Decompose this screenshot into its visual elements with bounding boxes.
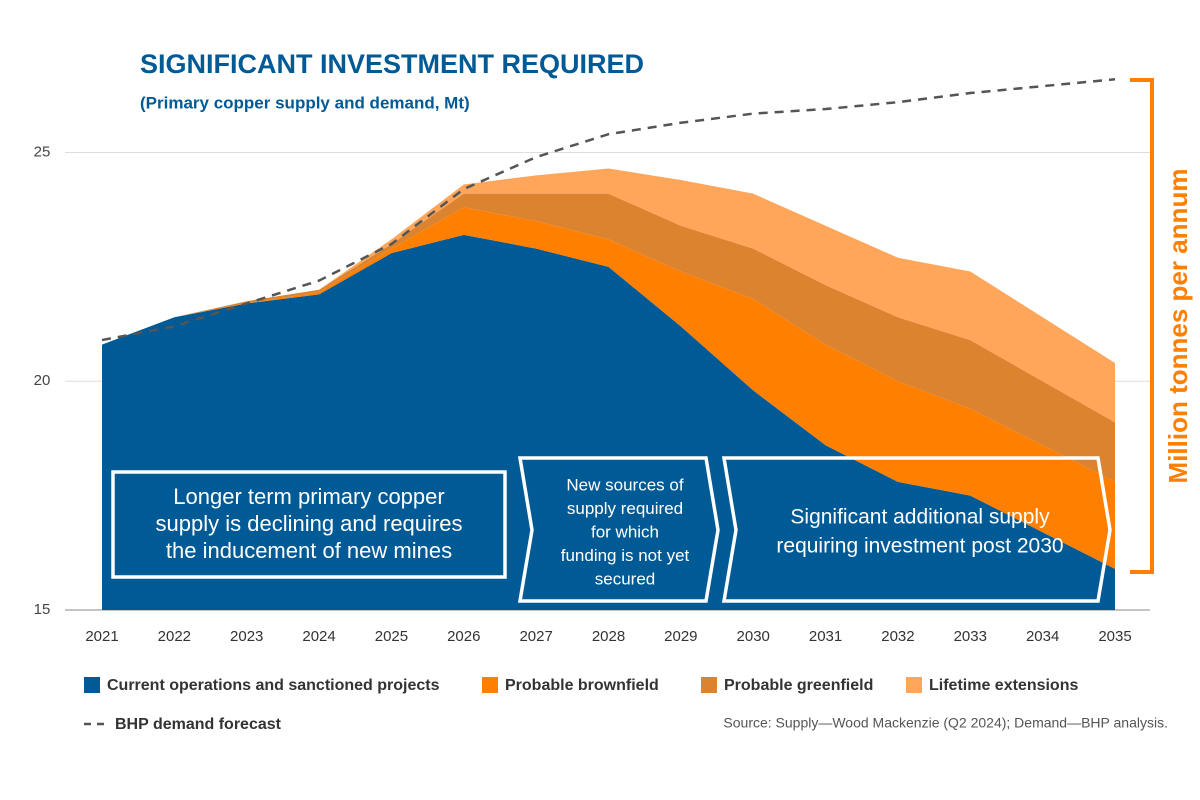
x-tick-label: 2022	[158, 628, 191, 645]
legend-swatch	[84, 677, 100, 693]
chart-title: SIGNIFICANT INVESTMENT REQUIRED	[140, 49, 644, 79]
area	[102, 234, 1115, 610]
annotation-text: supply required	[567, 499, 683, 518]
x-tick-label: 2026	[447, 628, 480, 645]
y-axis-label: Million tonnes per annum	[1163, 169, 1193, 484]
x-tick-label: 2033	[954, 628, 987, 645]
y-tick-label: 15	[34, 601, 51, 618]
area	[102, 193, 1115, 482]
bracket	[1130, 78, 1154, 574]
x-tick-label: 2025	[375, 628, 408, 645]
x-tick-label: 2030	[737, 628, 770, 645]
source-note: Source: Supply—Wood Mackenzie (Q2 2024);…	[723, 715, 1168, 731]
annotation-text: funding is not yet	[561, 546, 690, 565]
x-tick-label: 2023	[230, 628, 263, 645]
annotation-text: secured	[595, 569, 655, 588]
x-tick-label: 2034	[1026, 628, 1059, 645]
annotation-text: Significant additional supply	[790, 506, 1050, 529]
annotation-text: New sources of	[566, 475, 683, 494]
area	[102, 207, 1115, 569]
x-tick-label: 2032	[881, 628, 914, 645]
x-tick-label: 2029	[664, 628, 697, 645]
annotation-box	[517, 456, 720, 603]
x-tick-label: 2031	[809, 628, 842, 645]
y-tick-label: 20	[34, 372, 51, 389]
annotation-text: for which	[591, 522, 659, 541]
annotation-text: Longer term primary copper	[173, 484, 444, 509]
legend-swatch	[701, 677, 717, 693]
legend-label: BHP demand forecast	[115, 716, 282, 733]
demand-line	[101, 78, 1116, 342]
legend-label: Probable greenfield	[724, 677, 873, 694]
legend-label: Current operations and sanctioned projec…	[107, 677, 440, 694]
x-tick-label: 2035	[1098, 628, 1131, 645]
annotation-text: supply is declining and requires	[156, 511, 463, 536]
y-tick-label: 25	[34, 143, 51, 160]
annotation-text: requiring investment post 2030	[776, 535, 1063, 558]
legend-swatch	[906, 677, 922, 693]
annotation-box	[721, 456, 1112, 603]
x-tick-label: 2024	[302, 628, 335, 645]
x-tick-label: 2027	[519, 628, 552, 645]
area	[102, 168, 1115, 423]
x-tick-label: 2028	[592, 628, 625, 645]
legend-label: Probable brownfield	[505, 677, 659, 694]
annotation-text: the inducement of new mines	[166, 538, 452, 563]
legend-label: Lifetime extensions	[929, 677, 1078, 694]
chart-subtitle: (Primary copper supply and demand, Mt)	[140, 93, 470, 112]
annotation-box	[111, 470, 507, 579]
legend-swatch	[482, 677, 498, 693]
x-tick-label: 2021	[85, 628, 118, 645]
